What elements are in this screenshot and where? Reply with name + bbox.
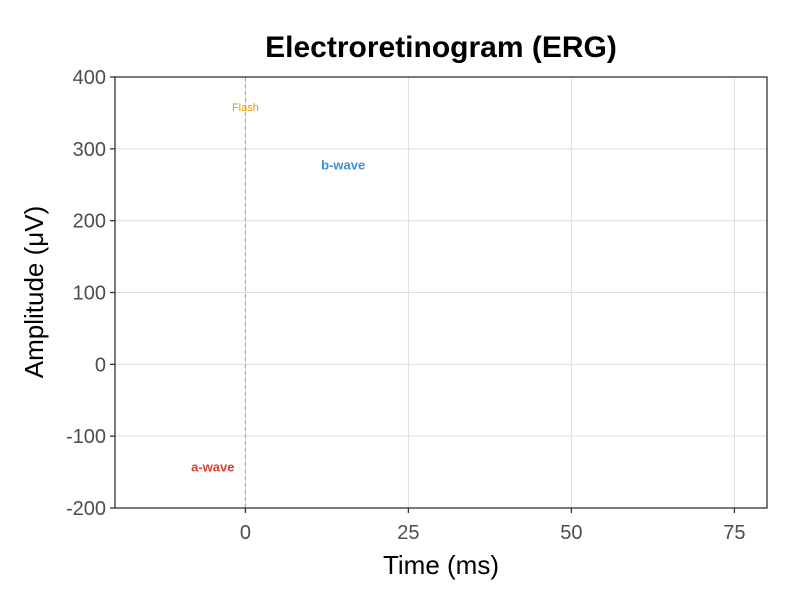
x-axis: 0 25 50 75 — [240, 508, 746, 544]
chart-title: Electroretinogram (ERG) — [265, 31, 617, 64]
y-tick-label: -200 — [66, 498, 106, 520]
y-axis-title: Amplitude (μV) — [19, 206, 49, 378]
x-tick-label: 0 — [240, 522, 251, 544]
y-tick-label: 300 — [73, 139, 106, 161]
wave-annotation: a-wave — [191, 459, 234, 474]
x-tick-label: 50 — [560, 522, 582, 544]
y-tick-label: 0 — [95, 354, 106, 376]
x-axis-title: Time (ms) — [383, 550, 499, 580]
y-axis: -200 -100 0 100 200 300 400 — [66, 67, 115, 520]
y-tick-label: 400 — [73, 67, 106, 89]
flash-marker: Flash — [232, 77, 259, 508]
y-tick-label: -100 — [66, 426, 106, 448]
x-tick-label: 75 — [723, 522, 745, 544]
annotations: b-wave a-wave — [191, 158, 365, 475]
wave-annotation: b-wave — [321, 158, 365, 173]
flash-label: Flash — [232, 102, 259, 114]
x-tick-label: 25 — [397, 522, 419, 544]
y-tick-label: 100 — [73, 283, 106, 305]
y-tick-label: 200 — [73, 211, 106, 233]
